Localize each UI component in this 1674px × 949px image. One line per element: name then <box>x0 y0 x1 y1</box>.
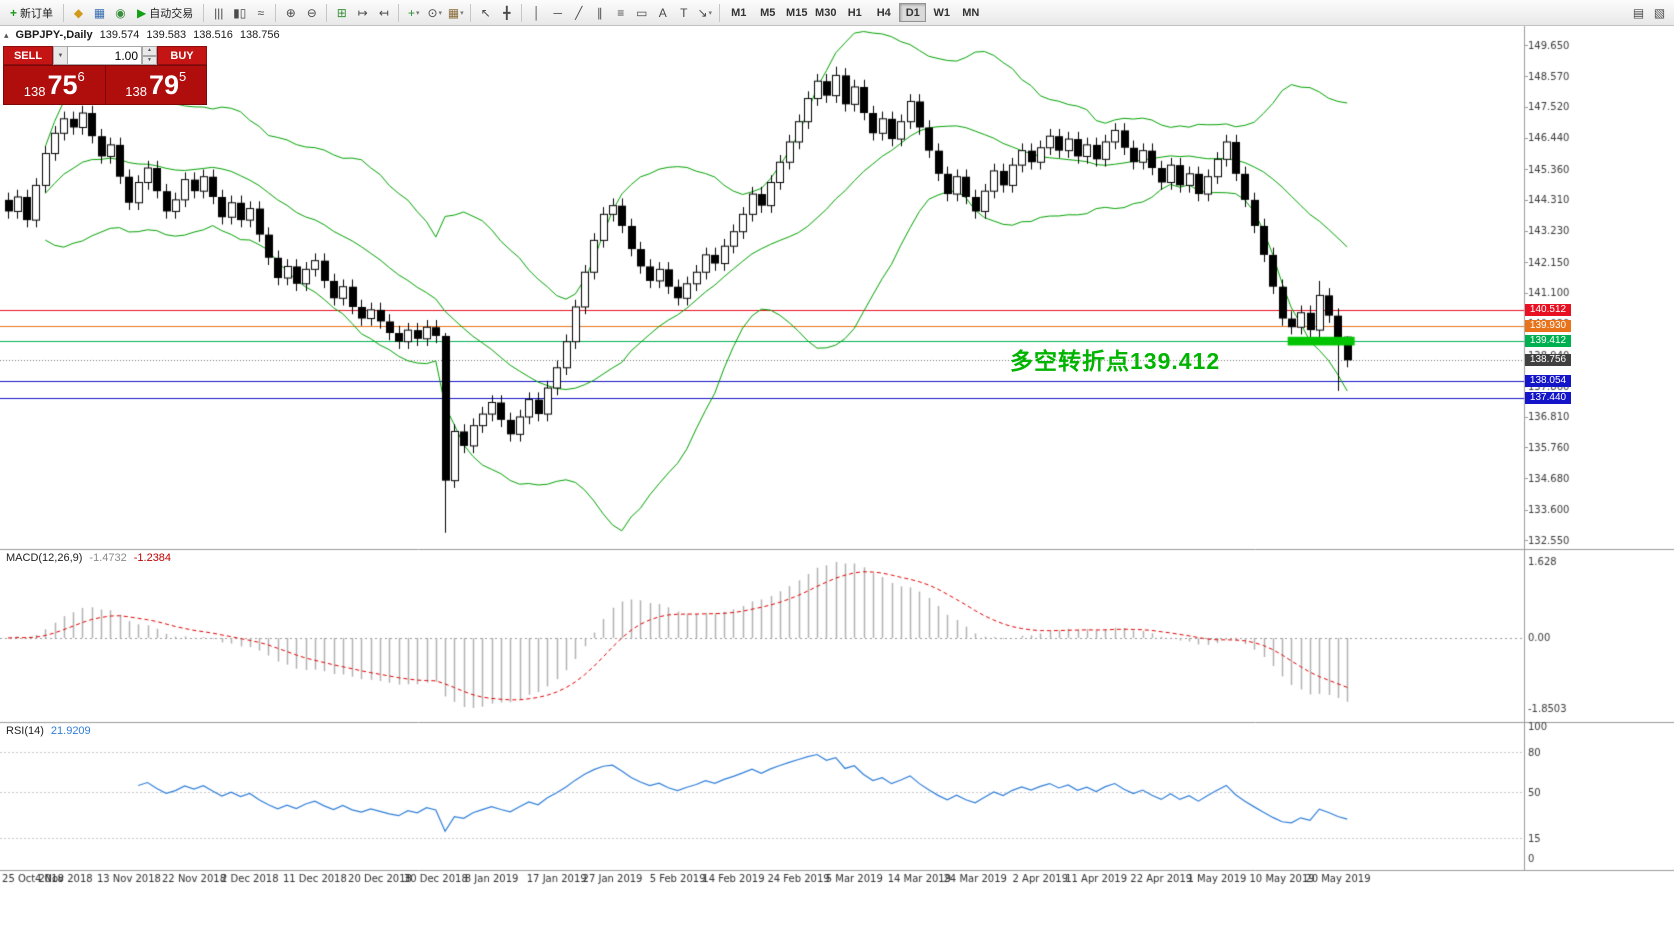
auto-scroll-icon[interactable]: ↦ <box>357 5 368 20</box>
chevron-down-icon: ▾ <box>438 9 443 17</box>
timeframe-h4[interactable]: H4 <box>870 3 897 22</box>
ohlc-low: 138.516 <box>193 29 233 41</box>
channel-icon[interactable]: ∥ <box>596 5 603 20</box>
new-order-button[interactable]: + 新订单 <box>4 2 59 23</box>
macd-title: MACD(12,26,9) <box>6 552 83 564</box>
macd-signal-value: -1.2384 <box>133 552 172 564</box>
line-chart-icon[interactable]: ≈ <box>257 5 265 20</box>
shapes-icon[interactable]: ▭ <box>636 5 648 20</box>
toolbar-separator <box>203 3 205 22</box>
chart-properties-icon[interactable]: ▧ <box>1653 5 1666 20</box>
sell-price-figure: 138 <box>23 84 46 99</box>
horizontal-line-icon[interactable]: ─ <box>553 5 562 20</box>
volume-input[interactable] <box>68 46 142 65</box>
timeframe-mn[interactable]: MN <box>957 3 984 22</box>
timeframe-d1[interactable]: D1 <box>899 3 927 22</box>
trade-prices-row: 138 75 6 138 79 5 <box>3 65 207 105</box>
timeframe-m1[interactable]: M1 <box>725 3 752 22</box>
volume-down-button[interactable]: ▼ <box>142 55 157 65</box>
zoom-out-icon[interactable]: ⊖ <box>306 5 317 20</box>
rsi-title: RSI(14) <box>6 725 44 737</box>
buy-price-pips: 79 <box>148 70 179 100</box>
toolbar-separator <box>521 3 523 22</box>
toolbar-separator <box>719 3 721 22</box>
buy-price-point: 5 <box>179 69 187 84</box>
zoom-in-icon[interactable]: ⊕ <box>285 5 296 20</box>
chevron-down-icon: ▾ <box>416 9 420 17</box>
toolbar-separator <box>326 3 328 22</box>
arrows-icon[interactable]: ↘ ▾ <box>697 5 713 20</box>
one-click-trading-panel: SELL ▼ ▲ ▼ BUY 138 75 6 138 79 5 <box>3 46 207 105</box>
sell-price-point: 6 <box>77 69 85 84</box>
trade-controls-row: SELL ▼ ▲ ▼ BUY <box>3 46 207 65</box>
vertical-line-icon[interactable]: │ <box>533 5 541 20</box>
macd-main-value: -1.4732 <box>89 552 127 564</box>
crosshair-icon[interactable]: ╋ <box>503 5 511 20</box>
bar-chart-icon[interactable]: ||| <box>214 5 224 20</box>
buy-price-display[interactable]: 138 79 5 <box>106 66 207 104</box>
sell-button[interactable]: SELL <box>3 46 53 65</box>
volume-up-button[interactable]: ▲ <box>142 46 157 56</box>
timeframe-h1[interactable]: H1 <box>841 3 868 22</box>
timeframe-m5[interactable]: M5 <box>754 3 781 22</box>
one-click-toggle-icon[interactable]: ▴ <box>4 29 9 40</box>
autotrading-button-icon: ▶ <box>137 5 147 20</box>
text-label-icon[interactable]: T <box>680 5 688 20</box>
toolbar-separator <box>398 3 400 22</box>
timeframe-m15[interactable]: M15 <box>783 3 810 22</box>
sell-price-pips: 75 <box>47 70 78 100</box>
market-watch-icon[interactable]: ▦ <box>93 5 106 20</box>
toolbar-separator <box>275 3 277 22</box>
toolbar: + 新订单 ◆ ▦ ◉ ▶ 自动交易 ||| ▮▯ ≈ ⊕ ⊖ ⊞ ↦ ↤ + ▾ ⊙ ▾ ▦ ▾ ↖ ╋ │ ─ ╱ ∥ ≡ ▭ A T ↘… <box>0 0 1674 26</box>
buy-button[interactable]: BUY <box>157 46 207 65</box>
templates-icon[interactable]: ▦ ▾ <box>447 5 464 20</box>
timeframe-m30[interactable]: M30 <box>812 3 839 22</box>
buy-price-figure: 138 <box>125 84 147 99</box>
symbol-info: ▴ GBPJPY-,Daily 139.574 139.583 138.516 … <box>4 29 280 41</box>
timeframe-w1[interactable]: W1 <box>928 3 955 22</box>
autotrading-button-label: 自动交易 <box>149 7 194 20</box>
chevron-down-icon: ▾ <box>708 9 713 17</box>
ohlc-close: 138.756 <box>239 29 280 41</box>
symbol-title: GBPJPY-,Daily <box>15 29 93 41</box>
price-axis[interactable] <box>1524 26 1674 870</box>
autotrading-button[interactable]: ▶ 自动交易 <box>131 2 199 23</box>
panel-separator[interactable] <box>0 548 1674 551</box>
periods-icon[interactable]: ⊙ ▾ <box>427 5 443 20</box>
rsi-value: 21.9209 <box>50 725 91 737</box>
trendline-icon[interactable]: ╱ <box>575 5 583 20</box>
time-axis[interactable] <box>0 871 1524 889</box>
navigator-icon[interactable]: ◉ <box>115 5 126 20</box>
chevron-down-icon: ▾ <box>460 9 464 17</box>
new-order-button-icon: + <box>10 5 18 20</box>
volume-spinner: ▲ ▼ <box>142 46 157 65</box>
candlestick-chart-icon[interactable]: ▮▯ <box>233 5 247 20</box>
symbols-icon[interactable]: ◆ <box>73 5 84 20</box>
volume-dropdown-button[interactable]: ▼ <box>53 46 68 65</box>
macd-label: MACD(12,26,9) -1.4732 -1.2384 <box>6 552 171 564</box>
toolbar-separator <box>63 3 65 22</box>
ohlc-open: 139.574 <box>99 29 140 41</box>
ohlc-high: 139.583 <box>146 29 187 41</box>
indicators-icon[interactable]: + ▾ <box>407 5 420 20</box>
new-order-button-label: 新订单 <box>20 7 54 20</box>
rsi-label: RSI(14) 21.9209 <box>6 725 91 737</box>
cursor-icon[interactable]: ↖ <box>480 5 491 20</box>
sell-price-display[interactable]: 138 75 6 <box>4 66 106 104</box>
toolbar-separator <box>470 3 472 22</box>
annotation-text[interactable]: 多空转折点139.412 <box>1010 348 1221 374</box>
print-icon[interactable]: ▤ <box>1632 5 1645 20</box>
grid-icon[interactable]: ⊞ <box>336 5 347 20</box>
fibonacci-icon[interactable]: ≡ <box>617 5 625 20</box>
panel-separator[interactable] <box>0 721 1674 724</box>
chart-shift-icon[interactable]: ↤ <box>378 5 389 20</box>
text-icon[interactable]: A <box>658 5 667 20</box>
